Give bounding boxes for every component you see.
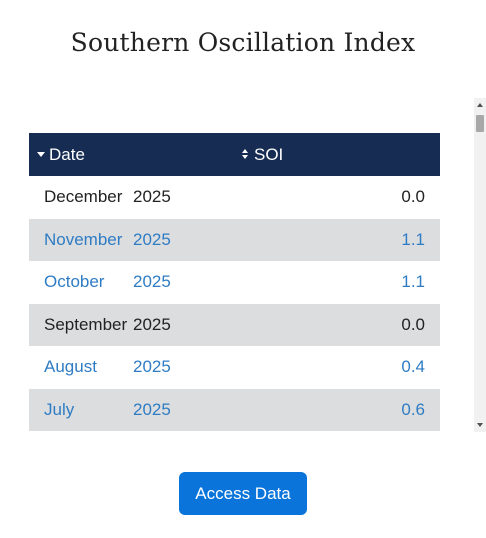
sort-descending-icon	[36, 149, 45, 161]
table-row[interactable]: August 2025 0.4	[29, 346, 440, 389]
scrollbar-thumb[interactable]	[476, 115, 484, 132]
cell-soi-value[interactable]: 1.1	[401, 272, 425, 291]
table-row[interactable]: October 2025 1.1	[29, 261, 440, 304]
cell-month: September	[44, 314, 128, 334]
cell-month[interactable]: November	[44, 229, 123, 249]
cell-soi-value: 0.0	[401, 187, 425, 206]
table-row: December 2025 0.0	[29, 176, 440, 219]
cell-month: December	[44, 187, 123, 206]
vertical-scrollbar[interactable]	[474, 98, 486, 432]
table-scroll-container: Date SOI December 2025 0.0 November 2025 1.1 O…	[0, 98, 486, 432]
cell-soi-value: 0.0	[401, 314, 425, 334]
cell-year: 2025	[133, 187, 171, 206]
cell-soi-value[interactable]: 0.4	[401, 357, 425, 376]
cell-soi-value[interactable]: 1.1	[401, 229, 425, 249]
column-header-soi-label: SOI	[254, 145, 284, 164]
cell-soi-value[interactable]: 0.6	[401, 399, 425, 419]
soi-table: Date SOI December 2025 0.0 November 2025 1.1 O…	[29, 133, 440, 431]
cell-month[interactable]: July	[44, 399, 75, 419]
page-title: Southern Oscillation Index	[70, 28, 416, 57]
table-body: December 2025 0.0 November 2025 1.1 October 202…	[29, 176, 440, 431]
access-data-button[interactable]: Access Data	[179, 472, 307, 515]
table-row[interactable]: November 2025 1.1	[29, 218, 440, 261]
cell-year[interactable]: 2025	[133, 272, 171, 291]
table-row: September 2025 0.0	[29, 303, 440, 346]
column-header-date-label: Date	[49, 145, 85, 164]
table-header: Date SOI	[29, 133, 440, 176]
column-header-date[interactable]: Date	[36, 133, 85, 176]
scroll-down-arrow-icon[interactable]	[477, 423, 483, 427]
cell-year[interactable]: 2025	[133, 229, 171, 249]
cell-year[interactable]: 2025	[133, 357, 171, 376]
scroll-up-arrow-icon[interactable]	[477, 103, 483, 107]
sort-both-icon	[241, 148, 250, 161]
cell-month[interactable]: August	[44, 357, 97, 376]
cell-month[interactable]: October	[44, 272, 105, 291]
table-row[interactable]: July 2025 0.6	[29, 388, 440, 431]
cell-year[interactable]: 2025	[133, 399, 171, 419]
cell-year: 2025	[133, 314, 171, 334]
column-header-soi[interactable]: SOI	[241, 133, 283, 176]
